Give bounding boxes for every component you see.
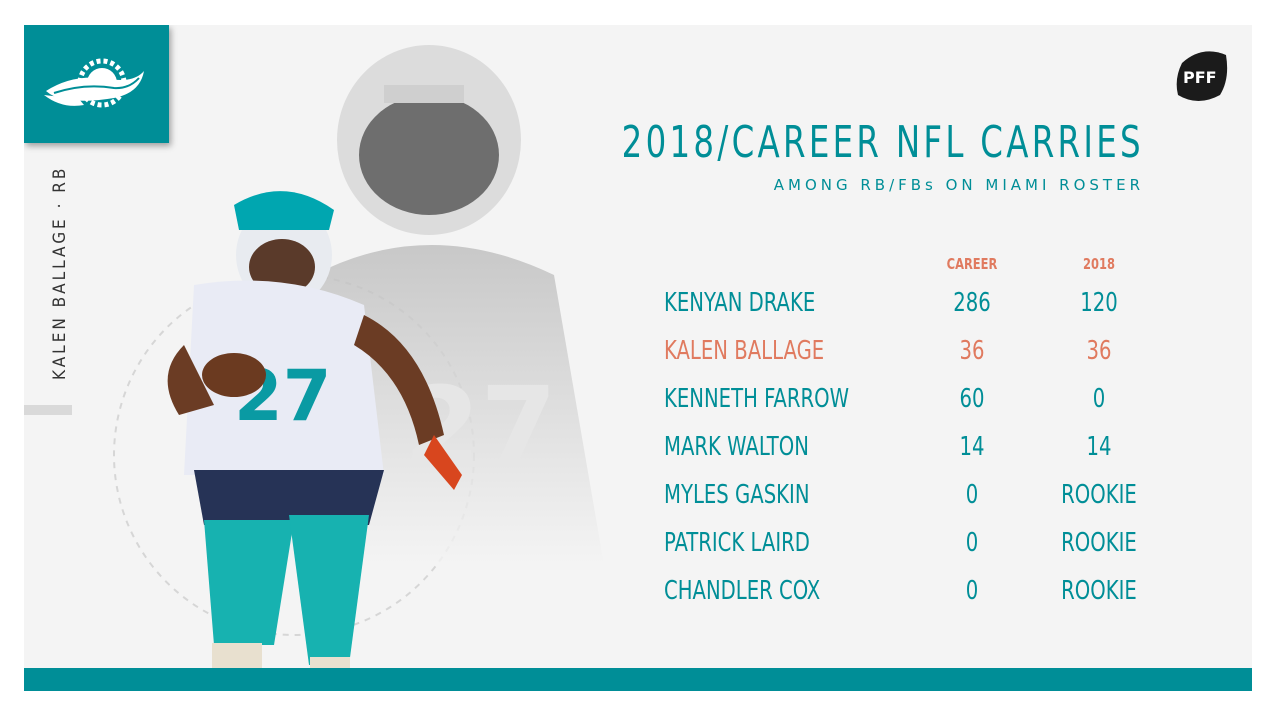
table-row: CHANDLER COX 0 ROOKIE bbox=[664, 576, 1184, 624]
career-carries: 0 bbox=[965, 576, 979, 606]
carries-2018: 14 bbox=[1086, 432, 1112, 462]
career-carries: 36 bbox=[959, 336, 985, 366]
carries-2018: ROOKIE bbox=[1061, 576, 1137, 606]
table-row: MYLES GASKIN 0 ROOKIE bbox=[664, 480, 1184, 528]
dolphins-logo bbox=[44, 58, 144, 108]
table-row: KENNETH FARROW 60 0 bbox=[664, 384, 1184, 432]
player-name: MYLES GASKIN bbox=[664, 480, 810, 510]
player-name: KENNETH FARROW bbox=[664, 384, 850, 414]
pff-logo: PFF bbox=[1176, 51, 1228, 101]
table-row: KENYAN DRAKE 286 120 bbox=[664, 288, 1184, 336]
decorative-tick bbox=[24, 405, 72, 415]
header-2018: 2018 bbox=[1083, 255, 1115, 273]
career-carries: 60 bbox=[959, 384, 985, 414]
table-row: MARK WALTON 14 14 bbox=[664, 432, 1184, 480]
player-name: PATRICK LAIRD bbox=[664, 528, 810, 558]
career-carries: 14 bbox=[959, 432, 985, 462]
table-row: KALEN BALLAGE 36 36 bbox=[664, 336, 1184, 384]
chart-title: 2018/CAREER NFL CARRIES bbox=[621, 117, 1144, 168]
team-logo-box bbox=[24, 25, 169, 143]
career-carries: 0 bbox=[965, 528, 979, 558]
graphic-card: 27 27 KALEN BALLAGE · RB PFF bbox=[24, 25, 1252, 691]
carries-2018: 36 bbox=[1086, 336, 1112, 366]
player-name: CHANDLER COX bbox=[664, 576, 821, 606]
carries-2018: 120 bbox=[1080, 288, 1118, 318]
player-photo: 27 27 bbox=[113, 45, 604, 668]
player-name: KALEN BALLAGE bbox=[664, 336, 825, 366]
bottom-bar bbox=[24, 668, 1252, 691]
carries-2018: 0 bbox=[1092, 384, 1106, 414]
table-row: PATRICK LAIRD 0 ROOKIE bbox=[664, 528, 1184, 576]
career-carries: 286 bbox=[953, 288, 991, 318]
carries-2018: ROOKIE bbox=[1061, 528, 1137, 558]
pff-logo-text: PFF bbox=[1183, 68, 1217, 87]
player-tag: KALEN BALLAGE · RB bbox=[50, 165, 70, 380]
player-name: KENYAN DRAKE bbox=[664, 288, 816, 318]
header-career: CAREER bbox=[946, 255, 998, 273]
carries-2018: ROOKIE bbox=[1061, 480, 1137, 510]
player-name: MARK WALTON bbox=[664, 432, 809, 462]
chart-subtitle: AMONG RB/FBs ON MIAMI ROSTER bbox=[773, 176, 1144, 194]
career-carries: 0 bbox=[965, 480, 979, 510]
